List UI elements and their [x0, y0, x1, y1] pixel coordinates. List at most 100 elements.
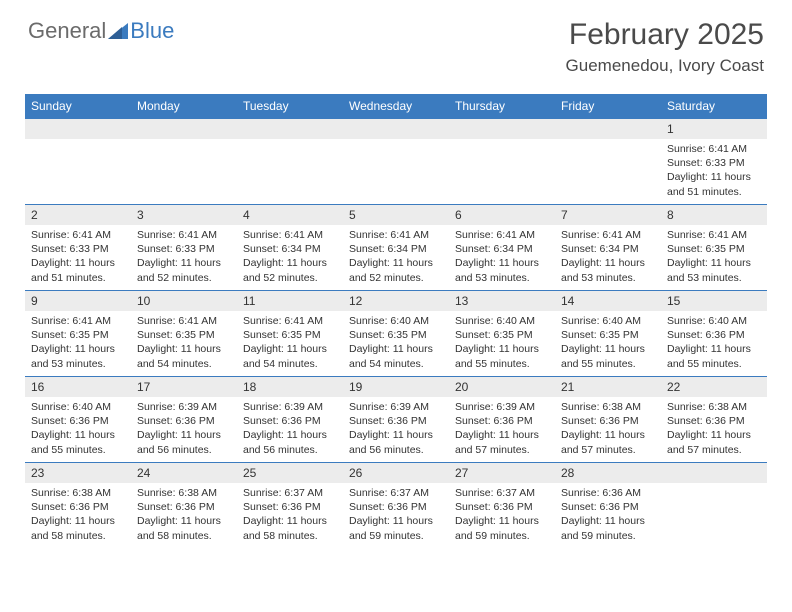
- day-details: Sunrise: 6:41 AMSunset: 6:35 PMDaylight:…: [131, 311, 237, 375]
- day-details: Sunrise: 6:38 AMSunset: 6:36 PMDaylight:…: [131, 483, 237, 547]
- empty-day-band: [343, 119, 449, 139]
- day-cell: 17Sunrise: 6:39 AMSunset: 6:36 PMDayligh…: [131, 377, 237, 463]
- day-cell: 5Sunrise: 6:41 AMSunset: 6:34 PMDaylight…: [343, 205, 449, 291]
- empty-day-band: [555, 119, 661, 139]
- calendar-body: 1Sunrise: 6:41 AMSunset: 6:33 PMDaylight…: [25, 119, 767, 549]
- day-details: Sunrise: 6:40 AMSunset: 6:36 PMDaylight:…: [25, 397, 131, 461]
- day-cell: 20Sunrise: 6:39 AMSunset: 6:36 PMDayligh…: [449, 377, 555, 463]
- day-details: Sunrise: 6:41 AMSunset: 6:35 PMDaylight:…: [237, 311, 343, 375]
- day-header-monday: Monday: [131, 94, 237, 119]
- day-details: Sunrise: 6:40 AMSunset: 6:35 PMDaylight:…: [555, 311, 661, 375]
- day-cell: [555, 119, 661, 205]
- day-details: Sunrise: 6:41 AMSunset: 6:34 PMDaylight:…: [555, 225, 661, 289]
- day-header-wednesday: Wednesday: [343, 94, 449, 119]
- day-details: Sunrise: 6:39 AMSunset: 6:36 PMDaylight:…: [449, 397, 555, 461]
- day-number: 22: [661, 377, 767, 397]
- title-block: February 2025 Guemenedou, Ivory Coast: [566, 18, 764, 76]
- day-number: 18: [237, 377, 343, 397]
- empty-day-band: [131, 119, 237, 139]
- day-details: Sunrise: 6:38 AMSunset: 6:36 PMDaylight:…: [661, 397, 767, 461]
- day-number: 26: [343, 463, 449, 483]
- week-row: 9Sunrise: 6:41 AMSunset: 6:35 PMDaylight…: [25, 291, 767, 377]
- day-cell: 24Sunrise: 6:38 AMSunset: 6:36 PMDayligh…: [131, 463, 237, 549]
- day-header-row: SundayMondayTuesdayWednesdayThursdayFrid…: [25, 94, 767, 119]
- day-cell: 9Sunrise: 6:41 AMSunset: 6:35 PMDaylight…: [25, 291, 131, 377]
- day-header-thursday: Thursday: [449, 94, 555, 119]
- empty-day-band: [237, 119, 343, 139]
- day-number: 6: [449, 205, 555, 225]
- day-cell: 18Sunrise: 6:39 AMSunset: 6:36 PMDayligh…: [237, 377, 343, 463]
- day-cell: 28Sunrise: 6:36 AMSunset: 6:36 PMDayligh…: [555, 463, 661, 549]
- day-number: 1: [661, 119, 767, 139]
- day-cell: [25, 119, 131, 205]
- day-header-tuesday: Tuesday: [237, 94, 343, 119]
- day-details: Sunrise: 6:40 AMSunset: 6:35 PMDaylight:…: [343, 311, 449, 375]
- day-number: 20: [449, 377, 555, 397]
- day-header-friday: Friday: [555, 94, 661, 119]
- day-cell: 14Sunrise: 6:40 AMSunset: 6:35 PMDayligh…: [555, 291, 661, 377]
- day-number: 8: [661, 205, 767, 225]
- day-number: 21: [555, 377, 661, 397]
- day-cell: 22Sunrise: 6:38 AMSunset: 6:36 PMDayligh…: [661, 377, 767, 463]
- day-details: Sunrise: 6:39 AMSunset: 6:36 PMDaylight:…: [131, 397, 237, 461]
- day-cell: 8Sunrise: 6:41 AMSunset: 6:35 PMDaylight…: [661, 205, 767, 291]
- week-row: 2Sunrise: 6:41 AMSunset: 6:33 PMDaylight…: [25, 205, 767, 291]
- day-number: 12: [343, 291, 449, 311]
- day-details: Sunrise: 6:40 AMSunset: 6:36 PMDaylight:…: [661, 311, 767, 375]
- logo-text-general: General: [28, 18, 106, 44]
- week-row: 16Sunrise: 6:40 AMSunset: 6:36 PMDayligh…: [25, 377, 767, 463]
- day-cell: [131, 119, 237, 205]
- day-number: 17: [131, 377, 237, 397]
- day-number: 28: [555, 463, 661, 483]
- day-cell: 25Sunrise: 6:37 AMSunset: 6:36 PMDayligh…: [237, 463, 343, 549]
- day-number: 3: [131, 205, 237, 225]
- day-number: 14: [555, 291, 661, 311]
- day-number: 5: [343, 205, 449, 225]
- empty-day-band: [449, 119, 555, 139]
- day-cell: [661, 463, 767, 549]
- empty-day-band: [25, 119, 131, 139]
- day-cell: 6Sunrise: 6:41 AMSunset: 6:34 PMDaylight…: [449, 205, 555, 291]
- day-cell: 21Sunrise: 6:38 AMSunset: 6:36 PMDayligh…: [555, 377, 661, 463]
- month-title: February 2025: [566, 18, 764, 52]
- empty-day-band: [661, 463, 767, 483]
- day-cell: 27Sunrise: 6:37 AMSunset: 6:36 PMDayligh…: [449, 463, 555, 549]
- week-row: 1Sunrise: 6:41 AMSunset: 6:33 PMDaylight…: [25, 119, 767, 205]
- day-details: Sunrise: 6:40 AMSunset: 6:35 PMDaylight:…: [449, 311, 555, 375]
- day-number: 4: [237, 205, 343, 225]
- day-number: 13: [449, 291, 555, 311]
- day-details: Sunrise: 6:41 AMSunset: 6:35 PMDaylight:…: [661, 225, 767, 289]
- day-number: 15: [661, 291, 767, 311]
- day-details: Sunrise: 6:38 AMSunset: 6:36 PMDaylight:…: [555, 397, 661, 461]
- logo-triangle-icon: [108, 23, 128, 39]
- day-cell: 16Sunrise: 6:40 AMSunset: 6:36 PMDayligh…: [25, 377, 131, 463]
- day-number: 27: [449, 463, 555, 483]
- day-details: Sunrise: 6:41 AMSunset: 6:35 PMDaylight:…: [25, 311, 131, 375]
- day-cell: [237, 119, 343, 205]
- day-cell: 2Sunrise: 6:41 AMSunset: 6:33 PMDaylight…: [25, 205, 131, 291]
- day-details: Sunrise: 6:41 AMSunset: 6:34 PMDaylight:…: [237, 225, 343, 289]
- day-details: Sunrise: 6:37 AMSunset: 6:36 PMDaylight:…: [449, 483, 555, 547]
- day-cell: 3Sunrise: 6:41 AMSunset: 6:33 PMDaylight…: [131, 205, 237, 291]
- day-cell: 10Sunrise: 6:41 AMSunset: 6:35 PMDayligh…: [131, 291, 237, 377]
- logo: General Blue: [28, 18, 174, 44]
- day-details: Sunrise: 6:39 AMSunset: 6:36 PMDaylight:…: [343, 397, 449, 461]
- day-details: Sunrise: 6:41 AMSunset: 6:33 PMDaylight:…: [661, 139, 767, 203]
- day-cell: 7Sunrise: 6:41 AMSunset: 6:34 PMDaylight…: [555, 205, 661, 291]
- day-number: 7: [555, 205, 661, 225]
- header: General Blue February 2025 Guemenedou, I…: [0, 0, 792, 84]
- day-details: Sunrise: 6:41 AMSunset: 6:33 PMDaylight:…: [25, 225, 131, 289]
- day-number: 9: [25, 291, 131, 311]
- day-number: 16: [25, 377, 131, 397]
- day-cell: 23Sunrise: 6:38 AMSunset: 6:36 PMDayligh…: [25, 463, 131, 549]
- day-number: 2: [25, 205, 131, 225]
- day-cell: [449, 119, 555, 205]
- day-header-saturday: Saturday: [661, 94, 767, 119]
- logo-text-blue: Blue: [130, 18, 174, 44]
- day-details: Sunrise: 6:38 AMSunset: 6:36 PMDaylight:…: [25, 483, 131, 547]
- day-cell: [343, 119, 449, 205]
- day-cell: 4Sunrise: 6:41 AMSunset: 6:34 PMDaylight…: [237, 205, 343, 291]
- day-details: Sunrise: 6:36 AMSunset: 6:36 PMDaylight:…: [555, 483, 661, 547]
- day-cell: 15Sunrise: 6:40 AMSunset: 6:36 PMDayligh…: [661, 291, 767, 377]
- day-header-sunday: Sunday: [25, 94, 131, 119]
